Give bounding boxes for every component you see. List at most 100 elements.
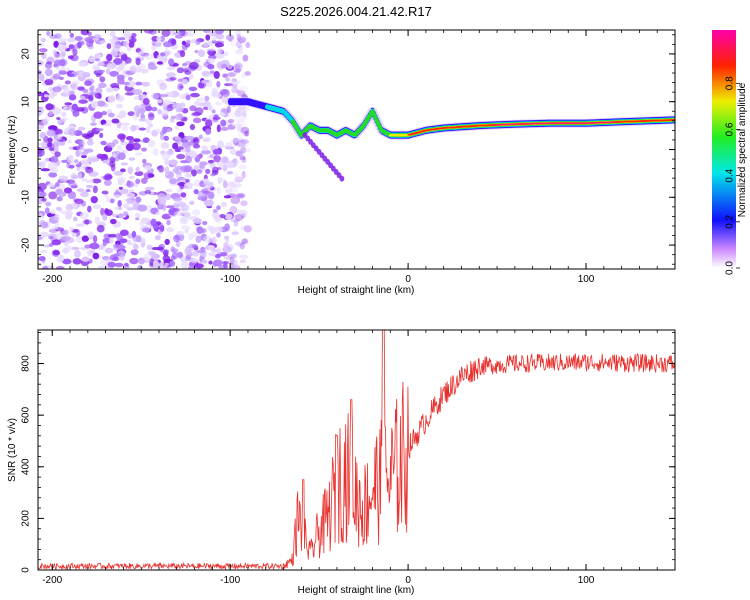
spectrogram-noise-blob	[219, 252, 228, 257]
spectrogram-ridge-cell	[672, 118, 675, 121]
spectrogram-noise-blob	[231, 83, 238, 89]
spectrogram-noise-blob	[179, 50, 186, 58]
spectrogram-noise-blob	[188, 73, 194, 80]
spectrogram-noise-blob	[105, 209, 113, 216]
spectrogram-noise-blob	[100, 207, 105, 216]
spectrogram-noise-blob	[160, 142, 170, 150]
spectrogram-noise-blob	[235, 150, 242, 157]
spectrogram-noise-blob	[242, 54, 249, 62]
spectrogram-noise-blob	[48, 236, 54, 240]
spectrogram-noise-blob	[224, 213, 233, 220]
colorbar-label: Normalized spectral amplitude	[737, 82, 748, 217]
spectrogram-noise-blob	[44, 68, 53, 77]
spectrogram-noise-blob	[224, 223, 230, 232]
spectrogram-noise-blob	[147, 139, 156, 148]
spectrogram-noise-blob	[135, 178, 141, 185]
spectrogram-noise-blob	[197, 49, 206, 58]
spectrogram-noise-blob	[173, 234, 180, 243]
spectrogram-noise-blob	[38, 256, 46, 262]
colorbar-tick-label: 0.4	[725, 168, 736, 182]
spectrogram-noise-blob	[208, 252, 216, 257]
spectrogram-noise-blob	[46, 30, 51, 36]
spectrogram-noise-blob	[230, 180, 237, 187]
spectrogram-noise-blob	[235, 40, 242, 49]
spectrogram-noise-blob	[77, 126, 86, 131]
spectrogram-noise-blob	[119, 255, 125, 261]
spectrogram-noise-blob	[154, 234, 161, 241]
spectrogram-noise-blob	[179, 93, 186, 100]
spectrogram-noise-blob	[87, 31, 92, 37]
spectrogram-noise-blob	[205, 34, 211, 41]
spectrogram-noise-blob	[176, 153, 186, 160]
spectrogram-noise-blob	[52, 86, 62, 93]
spectrogram-noise-blob	[196, 249, 206, 254]
spectrogram-noise-blob	[69, 226, 74, 232]
spectrogram-noise-blob	[122, 40, 130, 48]
spectrogram-noise-blob	[144, 186, 155, 191]
spectrogram-noise-blob	[181, 225, 191, 230]
spectrogram-noise-blob	[125, 192, 136, 199]
spectrogram-noise-blob	[110, 49, 119, 57]
spectrogram-noise-blob	[196, 169, 203, 174]
spectrogram-noise-blob	[95, 128, 104, 132]
spectrogram-noise-blob	[165, 227, 175, 233]
spectrogram-noise-blob	[207, 50, 212, 56]
spectrogram-noise-blob	[98, 220, 106, 225]
spectrogram-noise-blob	[117, 37, 126, 41]
spectrogram-noise-blob	[226, 105, 231, 114]
spectrogram-noise-blob	[201, 259, 208, 264]
spectrogram-noise-blob	[239, 153, 245, 162]
spectrogram-noise-blob	[238, 209, 248, 216]
spectrogram-noise-blob	[144, 253, 150, 260]
spectrogram-noise-blob	[240, 225, 248, 231]
spectrogram-noise-blob	[181, 63, 188, 67]
spectrogram-noise-blob	[230, 264, 239, 268]
spectrogram-noise-blob	[90, 122, 97, 126]
spectrogram-noise-blob	[203, 30, 211, 34]
spectrogram-noise-blob	[62, 247, 69, 254]
spectrogram-noise-blob	[227, 118, 235, 124]
spectrogram-noise-blob	[244, 71, 251, 76]
spectrogram-noise-blob	[203, 181, 214, 190]
spectrogram-noise-blob	[180, 192, 187, 198]
spectrogram-noise-blob	[81, 133, 90, 138]
spectrogram-noise-blob	[210, 173, 216, 177]
spectrogram-noise-blob	[135, 81, 143, 86]
spectrogram-noise-blob	[188, 86, 198, 92]
spectrogram-noise-blob	[63, 105, 68, 110]
spectrogram-noise-blob	[174, 113, 184, 121]
spectrogram-noise-blob	[141, 81, 151, 87]
spectrogram-noise-blob	[168, 159, 178, 166]
spectrogram-noise-blob	[39, 131, 47, 139]
spectrogram-noise-blob	[156, 99, 163, 104]
spectrogram-noise-blob	[156, 36, 162, 42]
spectrogram-noise-blob	[181, 40, 187, 46]
spectrogram-noise-blob	[113, 170, 124, 176]
spectrogram-noise-blob	[237, 133, 245, 137]
spectrogram-noise-blob	[55, 232, 64, 240]
spectrogram-noise-blob	[138, 118, 147, 122]
spectrogram-noise-blob	[72, 109, 80, 117]
spectrogram-noise-blob	[135, 235, 142, 243]
spectrogram-noise-blob	[230, 80, 239, 85]
spectrogram-noise-blob	[68, 90, 75, 96]
spectrogram-noise-blob	[182, 79, 189, 85]
spectrogram-noise-blob	[131, 142, 141, 151]
spectrogram-noise-blob	[241, 106, 250, 112]
spectrogram-noise-blob	[68, 44, 75, 50]
spectrogram-noise-blob	[47, 141, 53, 148]
spectrogram-noise-blob	[39, 160, 47, 166]
spectrogram-noise-blob	[132, 138, 141, 143]
spectrogram-noise-blob	[119, 238, 128, 244]
spectrogram-noise-blob	[53, 213, 60, 221]
spectrogram-noise-blob	[163, 135, 169, 141]
spectrogram-noise-blob	[165, 188, 173, 193]
spectrogram-noise-blob	[239, 242, 245, 250]
spectrogram-noise-blob	[129, 257, 139, 265]
spectrogram-noise-blob	[195, 38, 201, 46]
spectrogram-noise-blob	[220, 144, 226, 148]
spectrogram-noise-blob	[163, 259, 171, 263]
spectrogram-noise-blob	[238, 85, 249, 93]
spectrogram-noise-blob	[184, 173, 193, 178]
